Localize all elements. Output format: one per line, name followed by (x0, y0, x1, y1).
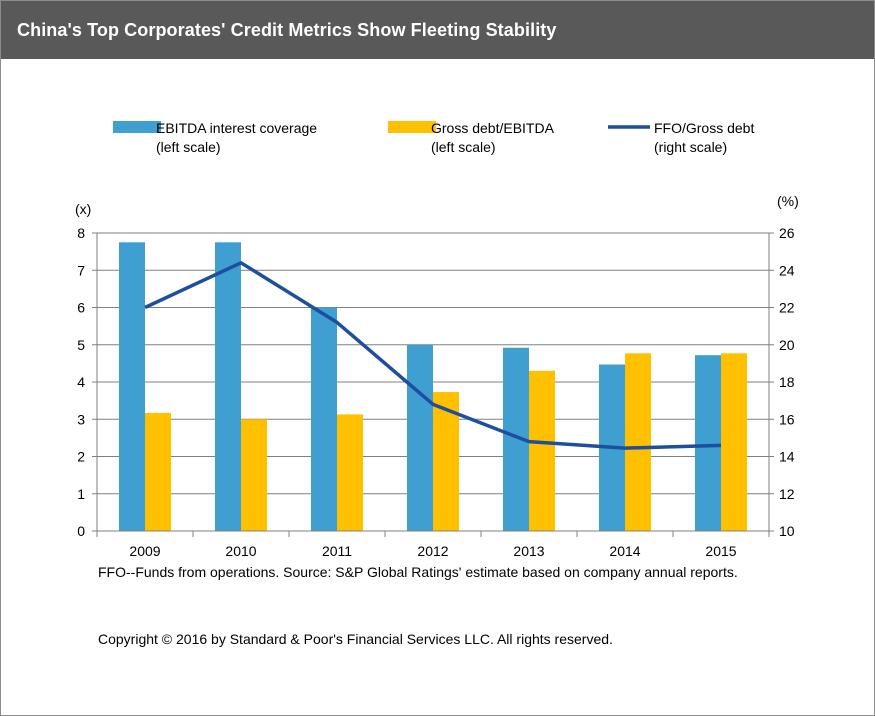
right-tick-label: 26 (779, 225, 795, 241)
bars (119, 242, 747, 531)
legend-scale-note: (left scale) (431, 139, 496, 155)
ffo-line-series (144, 261, 722, 450)
title-bar: China's Top Corporates' Credit Metrics S… (1, 1, 874, 59)
debt-bar-2013 (529, 370, 555, 531)
legend-swatch-coverage (113, 121, 161, 133)
legend: EBITDA interest coverage (left scale) Gros… (113, 120, 754, 155)
right-tick-label: 16 (779, 411, 795, 427)
left-tick-label: 8 (77, 225, 85, 241)
left-tick-label: 0 (77, 523, 85, 539)
left-tick-label: 6 (77, 300, 85, 316)
right-tick-label: 22 (779, 300, 795, 316)
x-tick-label: 2009 (129, 543, 160, 559)
legend-scale-note: (right scale) (654, 139, 727, 155)
right-tick-label: 18 (779, 374, 795, 390)
debt-bar-2009 (145, 412, 171, 531)
left-tick-label: 2 (77, 449, 85, 465)
left-tick-label: 4 (77, 374, 85, 390)
coverage-bar-2015 (695, 355, 721, 531)
x-tick-label: 2013 (513, 543, 544, 559)
debt-bar-2011 (337, 414, 363, 531)
x-tick-label: 2014 (609, 543, 640, 559)
x-tick-label: 2015 (705, 543, 736, 559)
coverage-bar-2009 (119, 242, 145, 531)
legend-swatch-debt (388, 121, 436, 133)
x-tick-label: 2012 (417, 543, 448, 559)
left-tick-label: 1 (77, 486, 85, 502)
footnote: FFO--Funds from operations. Source: S&P … (98, 564, 738, 580)
debt-bar-2012 (433, 392, 459, 531)
left-axis-unit: (x) (75, 201, 91, 217)
right-tick-label: 12 (779, 486, 795, 502)
left-tick-label: 5 (77, 337, 85, 353)
x-tick-label: 2011 (322, 543, 352, 559)
debt-bar-2014 (625, 353, 651, 531)
right-axis-unit: (%) (777, 193, 799, 209)
copyright: Copyright © 2016 by Standard & Poor's Fi… (98, 631, 613, 647)
coverage-bar-2011 (311, 307, 337, 531)
left-tick-label: 3 (77, 411, 85, 427)
left-tick-label: 7 (77, 262, 85, 278)
chart-title: China's Top Corporates' Credit Metrics S… (17, 20, 557, 40)
ffo-line (144, 261, 722, 450)
debt-bar-2010 (241, 419, 267, 531)
coverage-bar-2010 (215, 242, 241, 531)
x-tick-label: 2010 (225, 543, 256, 559)
right-tick-label: 14 (779, 449, 795, 465)
debt-bar-2015 (721, 353, 747, 531)
right-tick-label: 20 (779, 337, 795, 353)
right-tick-label: 10 (779, 523, 795, 539)
coverage-bar-2012 (407, 344, 433, 531)
legend-label: Gross debt/EBITDA (431, 120, 555, 136)
axes (92, 232, 774, 537)
right-tick-label: 24 (779, 262, 795, 278)
legend-label: EBITDA interest coverage (156, 120, 317, 136)
legend-label: FFO/Gross debt (654, 120, 754, 136)
legend-scale-note: (left scale) (156, 139, 221, 155)
